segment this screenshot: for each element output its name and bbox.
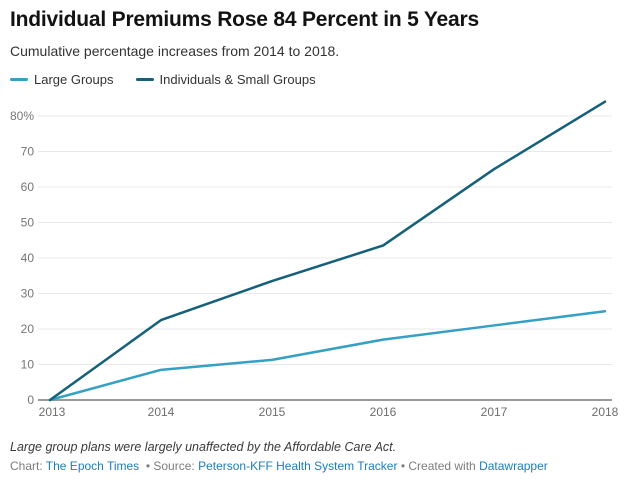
y-axis-tick-label: 20 <box>21 322 35 336</box>
byline-text: • Source: <box>139 459 199 473</box>
byline-text: • Created with <box>397 459 480 473</box>
y-axis-tick-label: 70 <box>21 144 35 158</box>
chart-title: Individual Premiums Rose 84 Percent in 5… <box>10 8 479 31</box>
line-chart-canvas: 0 10 20 30 40 50 60 70 80% 2013 2014 2015 2016 2017 20… <box>10 100 619 419</box>
legend-label: Individuals & Small Groups <box>159 72 316 87</box>
y-axis-tick-label: 40 <box>21 251 35 265</box>
legend-label: Large Groups <box>34 72 114 87</box>
attribution-byline: Chart: The Epoch Times • Source: Peterso… <box>10 459 548 473</box>
byline-text: Chart: <box>10 459 46 473</box>
footnote: Large group plans were largely unaffecte… <box>10 440 397 454</box>
y-axis-tick-label: 50 <box>21 215 35 229</box>
y-axis-tick-label: 10 <box>21 357 35 371</box>
series-line-large-groups <box>48 309 607 402</box>
y-axis-tick-label: 30 <box>21 286 35 300</box>
y-axis-tick-label: 60 <box>21 180 35 194</box>
y-axis-tick-label: 0 <box>27 393 34 407</box>
y-axis-tick-label: 80% <box>10 109 34 123</box>
x-axis-tick-label: 2013 <box>39 405 66 419</box>
chart-subtitle: Cumulative percentage increases from 201… <box>10 43 340 59</box>
byline-link[interactable]: Datawrapper <box>479 459 548 473</box>
x-axis-tick-label: 2016 <box>370 405 397 419</box>
chart-legend: Large Groups Individuals & Small Groups <box>10 72 316 87</box>
legend-line-swatch <box>10 78 28 81</box>
x-axis-tick-label: 2015 <box>259 405 286 419</box>
legend-item: Individuals & Small Groups <box>135 72 316 87</box>
x-axis-tick-label: 2018 <box>592 405 619 419</box>
byline-link[interactable]: The Epoch Times <box>45 459 140 473</box>
legend-line-swatch <box>135 78 154 81</box>
series-line-individuals-small-groups <box>48 100 607 402</box>
x-axis-tick-label: 2014 <box>148 405 175 419</box>
legend-item: Large Groups <box>10 72 114 87</box>
line-chart: 0 10 20 30 40 50 60 70 80% 2013 2014 2015 2016 2017 20… <box>0 90 625 425</box>
byline-link[interactable]: Peterson-KFF Health System Tracker <box>198 459 398 473</box>
x-axis-tick-label: 2017 <box>481 405 508 419</box>
